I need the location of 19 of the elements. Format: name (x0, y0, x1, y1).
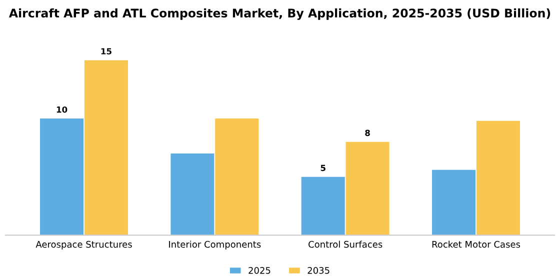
x-tick-label: Control Surfaces (308, 240, 382, 248)
bar (346, 142, 390, 236)
data-label: 10 (56, 106, 68, 113)
x-tick-label: Interior Components (169, 240, 261, 250)
bar (84, 60, 128, 236)
legend-label: 2025 (248, 267, 270, 274)
chart-title: Aircraft AFP and ATL Composites Market, By Application, 2025-2035 (USD Billion) (8, 8, 550, 20)
data-label: 15 (101, 48, 112, 54)
bar (170, 154, 214, 236)
data-label: 8 (365, 130, 370, 136)
x-tick-label: Aerospace Structures (36, 240, 132, 250)
bar (301, 176, 345, 236)
bar (476, 120, 520, 236)
legend-label: 2035 (308, 267, 330, 274)
x-tick-label: Rocket Motor Cases (432, 240, 520, 248)
bar (215, 118, 259, 236)
data-label: 5 (320, 164, 326, 172)
bar (432, 170, 476, 236)
bar (40, 118, 84, 236)
